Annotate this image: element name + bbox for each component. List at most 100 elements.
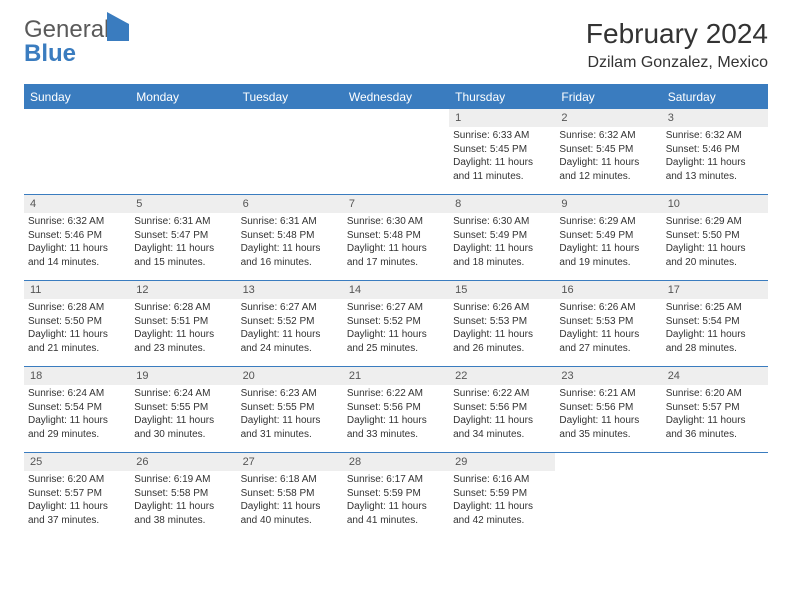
day-header: Saturday: [662, 85, 768, 109]
day-number: 2: [555, 109, 661, 127]
day-number: 5: [130, 195, 236, 213]
day-number: 25: [24, 453, 130, 471]
day-cell: 10Sunrise: 6:29 AMSunset: 5:50 PMDayligh…: [662, 195, 768, 281]
sunrise: Sunrise: 6:27 AM: [241, 301, 339, 315]
day-number: 1: [449, 109, 555, 127]
logo-triangle-icon: [107, 12, 129, 41]
calendar-table: Sunday Monday Tuesday Wednesday Thursday…: [24, 84, 768, 539]
day-number: 28: [343, 453, 449, 471]
day-details: Sunrise: 6:27 AMSunset: 5:52 PMDaylight:…: [343, 299, 449, 359]
day-number: 10: [662, 195, 768, 213]
daylight: Daylight: 11 hours and 12 minutes.: [559, 156, 657, 183]
sunset: Sunset: 5:51 PM: [134, 315, 232, 329]
day-cell: 7Sunrise: 6:30 AMSunset: 5:48 PMDaylight…: [343, 195, 449, 281]
day-cell: 5Sunrise: 6:31 AMSunset: 5:47 PMDaylight…: [130, 195, 236, 281]
day-details: Sunrise: 6:29 AMSunset: 5:49 PMDaylight:…: [555, 213, 661, 273]
day-details: Sunrise: 6:32 AMSunset: 5:45 PMDaylight:…: [555, 127, 661, 187]
daylight: Daylight: 11 hours and 40 minutes.: [241, 500, 339, 527]
sunset: Sunset: 5:48 PM: [347, 229, 445, 243]
day-details: Sunrise: 6:24 AMSunset: 5:54 PMDaylight:…: [24, 385, 130, 445]
sunset: Sunset: 5:57 PM: [28, 487, 126, 501]
daylight: Daylight: 11 hours and 34 minutes.: [453, 414, 551, 441]
sunset: Sunset: 5:46 PM: [28, 229, 126, 243]
sunset: Sunset: 5:56 PM: [559, 401, 657, 415]
daylight: Daylight: 11 hours and 31 minutes.: [241, 414, 339, 441]
day-details: Sunrise: 6:19 AMSunset: 5:58 PMDaylight:…: [130, 471, 236, 531]
sunset: Sunset: 5:55 PM: [241, 401, 339, 415]
daylight: Daylight: 11 hours and 38 minutes.: [134, 500, 232, 527]
sunrise: Sunrise: 6:29 AM: [666, 215, 764, 229]
day-details: Sunrise: 6:22 AMSunset: 5:56 PMDaylight:…: [343, 385, 449, 445]
day-number: 23: [555, 367, 661, 385]
day-details: Sunrise: 6:17 AMSunset: 5:59 PMDaylight:…: [343, 471, 449, 531]
day-cell: 2Sunrise: 6:32 AMSunset: 5:45 PMDaylight…: [555, 109, 661, 195]
day-cell: [24, 109, 130, 195]
day-cell: 11Sunrise: 6:28 AMSunset: 5:50 PMDayligh…: [24, 281, 130, 367]
day-number: 17: [662, 281, 768, 299]
day-cell: [343, 109, 449, 195]
sunrise: Sunrise: 6:18 AM: [241, 473, 339, 487]
day-header: Thursday: [449, 85, 555, 109]
sunrise: Sunrise: 6:32 AM: [666, 129, 764, 143]
day-number: 26: [130, 453, 236, 471]
day-details: Sunrise: 6:33 AMSunset: 5:45 PMDaylight:…: [449, 127, 555, 187]
day-number: 27: [237, 453, 343, 471]
daylight: Daylight: 11 hours and 30 minutes.: [134, 414, 232, 441]
daylight: Daylight: 11 hours and 27 minutes.: [559, 328, 657, 355]
sunrise: Sunrise: 6:26 AM: [559, 301, 657, 315]
sunset: Sunset: 5:45 PM: [559, 143, 657, 157]
daylight: Daylight: 11 hours and 13 minutes.: [666, 156, 764, 183]
sunset: Sunset: 5:56 PM: [347, 401, 445, 415]
day-details: Sunrise: 6:31 AMSunset: 5:47 PMDaylight:…: [130, 213, 236, 273]
daylight: Daylight: 11 hours and 24 minutes.: [241, 328, 339, 355]
day-cell: [237, 109, 343, 195]
sunrise: Sunrise: 6:31 AM: [134, 215, 232, 229]
week-row: 11Sunrise: 6:28 AMSunset: 5:50 PMDayligh…: [24, 281, 768, 367]
day-number: 16: [555, 281, 661, 299]
day-number: [237, 109, 343, 115]
day-cell: 22Sunrise: 6:22 AMSunset: 5:56 PMDayligh…: [449, 367, 555, 453]
sunrise: Sunrise: 6:25 AM: [666, 301, 764, 315]
daylight: Daylight: 11 hours and 23 minutes.: [134, 328, 232, 355]
sunset: Sunset: 5:46 PM: [666, 143, 764, 157]
day-number: 11: [24, 281, 130, 299]
day-cell: 18Sunrise: 6:24 AMSunset: 5:54 PMDayligh…: [24, 367, 130, 453]
day-cell: 16Sunrise: 6:26 AMSunset: 5:53 PMDayligh…: [555, 281, 661, 367]
logo-word1: General: [24, 16, 109, 43]
day-number: 13: [237, 281, 343, 299]
day-cell: 28Sunrise: 6:17 AMSunset: 5:59 PMDayligh…: [343, 453, 449, 539]
sunrise: Sunrise: 6:28 AM: [134, 301, 232, 315]
daylight: Daylight: 11 hours and 36 minutes.: [666, 414, 764, 441]
daylight: Daylight: 11 hours and 17 minutes.: [347, 242, 445, 269]
day-cell: 29Sunrise: 6:16 AMSunset: 5:59 PMDayligh…: [449, 453, 555, 539]
day-cell: 17Sunrise: 6:25 AMSunset: 5:54 PMDayligh…: [662, 281, 768, 367]
daylight: Daylight: 11 hours and 42 minutes.: [453, 500, 551, 527]
day-details: Sunrise: 6:18 AMSunset: 5:58 PMDaylight:…: [237, 471, 343, 531]
sunset: Sunset: 5:59 PM: [347, 487, 445, 501]
day-details: Sunrise: 6:28 AMSunset: 5:51 PMDaylight:…: [130, 299, 236, 359]
sunset: Sunset: 5:45 PM: [453, 143, 551, 157]
sunset: Sunset: 5:58 PM: [134, 487, 232, 501]
day-cell: 24Sunrise: 6:20 AMSunset: 5:57 PMDayligh…: [662, 367, 768, 453]
day-details: Sunrise: 6:29 AMSunset: 5:50 PMDaylight:…: [662, 213, 768, 273]
sunrise: Sunrise: 6:30 AM: [453, 215, 551, 229]
day-details: Sunrise: 6:28 AMSunset: 5:50 PMDaylight:…: [24, 299, 130, 359]
sunset: Sunset: 5:58 PM: [241, 487, 339, 501]
week-row: 1Sunrise: 6:33 AMSunset: 5:45 PMDaylight…: [24, 109, 768, 195]
day-details: Sunrise: 6:31 AMSunset: 5:48 PMDaylight:…: [237, 213, 343, 273]
day-details: Sunrise: 6:20 AMSunset: 5:57 PMDaylight:…: [24, 471, 130, 531]
sunrise: Sunrise: 6:22 AM: [347, 387, 445, 401]
daylight: Daylight: 11 hours and 37 minutes.: [28, 500, 126, 527]
day-details: Sunrise: 6:22 AMSunset: 5:56 PMDaylight:…: [449, 385, 555, 445]
sunrise: Sunrise: 6:28 AM: [28, 301, 126, 315]
title-block: February 2024 Dzilam Gonzalez, Mexico: [586, 18, 768, 72]
week-row: 25Sunrise: 6:20 AMSunset: 5:57 PMDayligh…: [24, 453, 768, 539]
day-cell: 14Sunrise: 6:27 AMSunset: 5:52 PMDayligh…: [343, 281, 449, 367]
day-details: Sunrise: 6:32 AMSunset: 5:46 PMDaylight:…: [24, 213, 130, 273]
day-header: Wednesday: [343, 85, 449, 109]
day-details: Sunrise: 6:27 AMSunset: 5:52 PMDaylight:…: [237, 299, 343, 359]
sunset: Sunset: 5:48 PM: [241, 229, 339, 243]
day-details: Sunrise: 6:20 AMSunset: 5:57 PMDaylight:…: [662, 385, 768, 445]
daylight: Daylight: 11 hours and 33 minutes.: [347, 414, 445, 441]
sunset: Sunset: 5:52 PM: [347, 315, 445, 329]
